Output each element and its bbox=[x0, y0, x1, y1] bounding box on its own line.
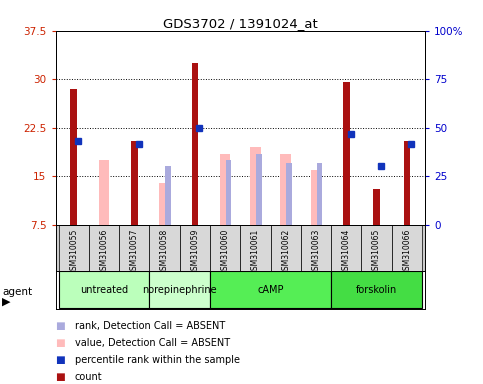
Bar bbox=[119, 225, 149, 271]
Title: GDS3702 / 1391024_at: GDS3702 / 1391024_at bbox=[163, 17, 318, 30]
Bar bbox=[392, 225, 422, 271]
Bar bbox=[99, 160, 109, 225]
Bar bbox=[131, 141, 138, 225]
Text: GSM310056: GSM310056 bbox=[99, 228, 109, 275]
Bar bbox=[180, 225, 210, 271]
Text: forskolin: forskolin bbox=[356, 285, 397, 295]
Text: ■: ■ bbox=[56, 321, 65, 331]
Bar bbox=[192, 63, 198, 225]
Text: GSM310064: GSM310064 bbox=[342, 228, 351, 275]
Text: percentile rank within the sample: percentile rank within the sample bbox=[75, 355, 240, 365]
Bar bbox=[89, 225, 119, 271]
Bar bbox=[210, 225, 241, 271]
Bar bbox=[210, 271, 331, 308]
Bar bbox=[270, 225, 301, 271]
Text: GSM310055: GSM310055 bbox=[69, 228, 78, 275]
Text: GSM310066: GSM310066 bbox=[402, 228, 412, 275]
Text: ■: ■ bbox=[56, 355, 65, 365]
Bar bbox=[373, 189, 380, 225]
Bar bbox=[301, 225, 331, 271]
Text: agent: agent bbox=[2, 287, 32, 297]
Bar bbox=[159, 183, 170, 225]
Text: GSM310057: GSM310057 bbox=[130, 228, 139, 275]
Bar bbox=[256, 154, 262, 225]
Bar bbox=[403, 141, 410, 225]
Bar bbox=[71, 89, 77, 225]
Text: value, Detection Call = ABSENT: value, Detection Call = ABSENT bbox=[75, 338, 230, 348]
Text: rank, Detection Call = ABSENT: rank, Detection Call = ABSENT bbox=[75, 321, 225, 331]
Text: ■: ■ bbox=[56, 372, 65, 382]
Bar bbox=[331, 271, 422, 308]
Bar bbox=[281, 154, 291, 225]
Bar bbox=[311, 170, 321, 225]
Bar bbox=[149, 271, 210, 308]
Text: norepinephrine: norepinephrine bbox=[142, 285, 217, 295]
Text: untreated: untreated bbox=[80, 285, 128, 295]
Bar bbox=[58, 271, 149, 308]
Text: ▶: ▶ bbox=[2, 296, 11, 306]
Bar bbox=[149, 225, 180, 271]
Text: GSM310060: GSM310060 bbox=[221, 228, 229, 275]
Text: GSM310065: GSM310065 bbox=[372, 228, 381, 275]
Text: cAMP: cAMP bbox=[257, 285, 284, 295]
Text: count: count bbox=[75, 372, 102, 382]
Bar bbox=[165, 167, 171, 225]
Bar bbox=[317, 163, 322, 225]
Text: GSM310063: GSM310063 bbox=[312, 228, 321, 275]
Bar bbox=[250, 147, 261, 225]
Text: GSM310061: GSM310061 bbox=[251, 228, 260, 275]
Bar bbox=[343, 83, 350, 225]
Bar bbox=[361, 225, 392, 271]
Bar bbox=[241, 225, 270, 271]
Text: ■: ■ bbox=[56, 338, 65, 348]
Bar bbox=[58, 225, 89, 271]
Text: GSM310058: GSM310058 bbox=[160, 228, 169, 275]
Text: GSM310062: GSM310062 bbox=[281, 228, 290, 275]
Bar bbox=[220, 154, 230, 225]
Bar bbox=[226, 160, 231, 225]
Text: GSM310059: GSM310059 bbox=[190, 228, 199, 275]
Bar bbox=[286, 163, 292, 225]
Bar bbox=[331, 225, 361, 271]
